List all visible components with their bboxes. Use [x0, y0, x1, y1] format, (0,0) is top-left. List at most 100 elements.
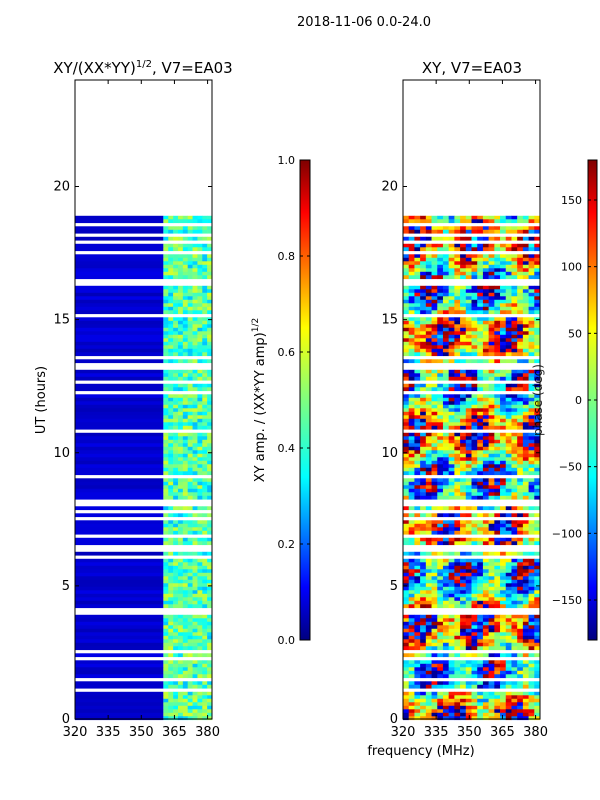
phase-cell: [420, 471, 427, 476]
phase-cell: [488, 268, 495, 273]
phase-cell: [454, 513, 461, 518]
amplitude-cell: [177, 327, 184, 332]
amplitude-cell: [177, 383, 184, 388]
amplitude-cell: [177, 352, 184, 357]
phase-cell: [482, 527, 489, 532]
phase-cell: [437, 387, 444, 392]
amplitude-cell: [177, 285, 184, 290]
amplitude-cell: [173, 481, 179, 486]
phase-cell: [528, 320, 535, 325]
amplitude-cell: [182, 618, 188, 623]
amplitude-colorbar-tick-label: 0.8: [278, 250, 296, 263]
amplitude-cell: [168, 590, 174, 595]
phase-cell: [425, 471, 432, 476]
phase-cell: [437, 593, 444, 598]
phase-cell: [442, 695, 449, 700]
amplitude-cell: [207, 485, 213, 490]
phase-cell: [511, 257, 518, 262]
phase-cell: [534, 716, 541, 721]
phase-cell: [414, 681, 421, 686]
phase-cell: [414, 404, 421, 409]
phase-cell: [500, 348, 507, 353]
phase-cell: [482, 401, 489, 406]
phase-cell: [500, 457, 507, 462]
phase-cell: [414, 460, 421, 465]
phase-cell: [408, 453, 415, 458]
amplitude-cell: [163, 593, 169, 598]
phase-cell: [403, 485, 410, 490]
amplitude-cell: [192, 422, 198, 427]
phase-cell: [414, 303, 421, 308]
phase-cell: [425, 418, 432, 423]
amplitude-row-low: [75, 565, 164, 570]
amplitude-cell: [187, 397, 193, 402]
phase-cell: [517, 481, 524, 486]
phase-cell: [460, 296, 467, 301]
amplitude-row-low: [75, 464, 164, 469]
phase-cell: [534, 691, 541, 696]
phase-cell: [460, 698, 467, 703]
amplitude-row-low: [75, 527, 164, 532]
phase-cell: [448, 618, 455, 623]
phase-cell: [500, 716, 507, 721]
phase-cell: [403, 443, 410, 448]
phase-cell: [425, 541, 432, 546]
phase-cell: [408, 296, 415, 301]
phase-cell: [534, 621, 541, 626]
phase-cell: [437, 289, 444, 294]
amplitude-cell: [168, 373, 174, 378]
phase-cell: [517, 306, 524, 311]
phase-cell: [403, 436, 410, 441]
phase-cell: [471, 464, 478, 469]
phase-cell: [522, 243, 529, 248]
phase-cell: [454, 695, 461, 700]
phase-cell: [471, 306, 478, 311]
amplitude-cell: [182, 467, 188, 472]
phase-cell: [511, 492, 518, 497]
phase-cell: [482, 296, 489, 301]
phase-cell: [505, 674, 512, 679]
amplitude-cell: [177, 590, 184, 595]
amplitude-cell: [177, 446, 184, 451]
phase-cell: [420, 590, 427, 595]
phase-cell: [482, 215, 489, 220]
amplitude-cell: [202, 520, 208, 525]
phase-cell: [454, 373, 461, 378]
phase-cell: [517, 558, 524, 563]
phase-cell: [403, 481, 410, 486]
phase-cell: [522, 569, 529, 574]
amplitude-cell: [173, 698, 179, 703]
phase-cell: [500, 436, 507, 441]
amplitude-cell: [163, 436, 169, 441]
amplitude-cell: [187, 481, 193, 486]
amplitude-cell: [192, 642, 198, 647]
phase-cell: [460, 464, 467, 469]
phase-cell: [420, 716, 427, 721]
phase-cell: [460, 345, 467, 350]
phase-cell: [482, 712, 489, 717]
phase-cell: [414, 614, 421, 619]
phase-cell: [465, 712, 472, 717]
phase-cell: [460, 625, 467, 630]
phase-cell: [460, 415, 467, 420]
phase-cell: [437, 684, 444, 689]
amplitude-cell: [173, 478, 179, 483]
phase-cell: [431, 376, 438, 381]
phase-cell: [448, 663, 455, 668]
amplitude-cell: [163, 310, 169, 315]
phase-cell: [500, 261, 507, 266]
phase-cell: [471, 492, 478, 497]
amplitude-cell: [187, 443, 193, 448]
phase-cell: [460, 453, 467, 458]
amplitude-cell: [192, 352, 198, 357]
amplitude-cell: [192, 376, 198, 381]
amplitude-cell: [177, 625, 184, 630]
phase-cell: [460, 331, 467, 336]
phase-cell: [465, 597, 472, 602]
amplitude-cell: [197, 583, 203, 588]
phase-cell: [431, 492, 438, 497]
phase-cell: [414, 254, 421, 259]
amplitude-cell: [187, 495, 193, 500]
phase-cell: [425, 317, 432, 322]
phase-cell: [500, 565, 507, 570]
